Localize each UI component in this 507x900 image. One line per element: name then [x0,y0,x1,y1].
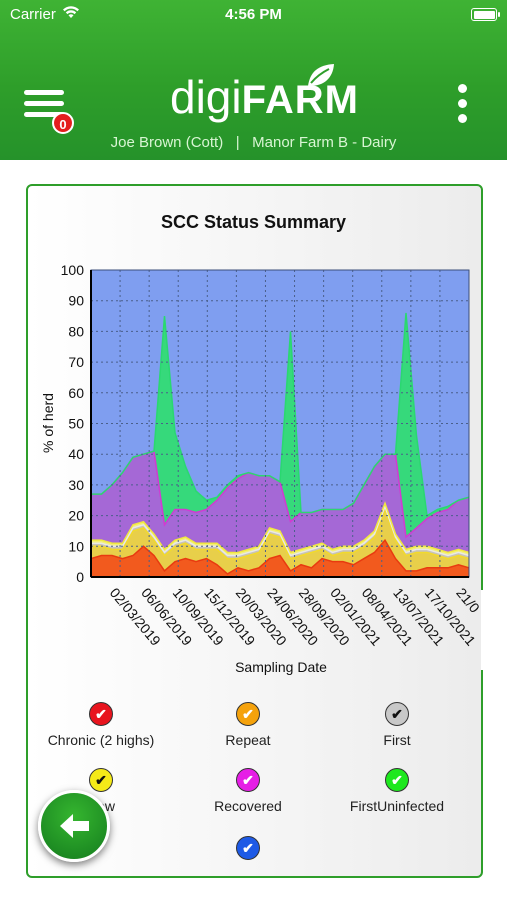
leaf-icon [308,64,334,86]
back-button[interactable] [38,790,110,862]
series-line-1 [91,507,470,560]
legend-label: First [383,732,411,748]
legend-item[interactable]: ✔ Repeat [173,702,323,748]
carrier-label: Carrier [10,6,56,23]
hamburger-menu-button[interactable] [24,88,66,120]
chart-title: SCC Status Summary [160,212,347,232]
legend-label: Repeat [225,732,271,748]
legend-check-icon[interactable]: ✔ [385,702,409,726]
legend-check-icon[interactable]: ✔ [236,768,260,792]
area-series-6 [91,270,469,516]
x-tick-label: 21/0 [453,585,483,616]
y-tick-label: 10 [68,538,84,554]
y-tick-label: 0 [76,569,84,585]
legend-check-icon[interactable]: ✔ [236,836,260,860]
area-series-5 [91,312,469,538]
wifi-icon [63,6,79,18]
legend-label: Chronic (2 highs) [47,732,155,748]
separator: | [235,134,240,151]
legend-item[interactable]: ✔ Recovered [173,768,323,814]
y-tick-label: 100 [61,262,85,278]
legend-check-icon[interactable]: ✔ [89,768,113,792]
y-tick-label: 70 [68,354,84,370]
y-tick-label: 90 [68,293,84,309]
area-series-4 [91,451,469,553]
user-name: Joe Brown (Cott) [110,134,224,151]
y-tick-label: 80 [68,323,84,339]
y-tick-label: 20 [68,508,84,524]
legend-label: Recovered [214,798,282,814]
legend-label: FirstUninfected [349,798,445,814]
status-bar: Carrier 4:56 PM [0,0,507,30]
legend-item[interactable]: ✔ First [322,702,472,748]
y-tick-label: 60 [68,385,84,401]
scc-area-chart: 010203040506070809010002/03/201906/06/20… [40,262,507,675]
chart-legend: ✔Chronic (2 highs)✔Repeat✔First✔New✔Reco… [26,700,479,874]
farm-name: Manor Farm B - Dairy [252,134,397,151]
battery-icon [471,8,500,21]
series-line-3 [91,501,470,554]
legend-item[interactable]: ✔ FirstUninfected [322,768,472,814]
area-series-0 [91,540,469,577]
legend-item[interactable]: ✔ Chronic (2 highs) [26,702,176,748]
series-line-0 [90,538,470,575]
status-time: 4:56 PM [225,6,282,23]
app-header: Carrier 4:56 PM 0 digiFARM Joe Brown (Co… [0,0,507,160]
y-axis-label: % of herd [40,393,56,453]
legend-check-icon[interactable]: ✔ [89,702,113,726]
series-line-2 [91,504,470,557]
y-tick-label: 50 [68,416,84,432]
legend-item[interactable]: ✔ [173,836,323,866]
notification-badge[interactable]: 0 [52,112,74,134]
legend-check-icon[interactable]: ✔ [236,702,260,726]
more-options-button[interactable] [457,84,469,124]
x-axis-label: Sampling Date [235,659,327,675]
y-tick-label: 40 [68,446,84,462]
legend-check-icon[interactable]: ✔ [385,768,409,792]
arrow-left-icon [60,814,89,838]
label-clip [481,590,507,670]
y-tick-label: 30 [68,477,84,493]
series-line-5 [91,312,470,517]
farm-info: Joe Brown (Cott) | Manor Farm B - Dairy [0,134,507,151]
digifarm-logo: digiFARM [170,71,359,123]
